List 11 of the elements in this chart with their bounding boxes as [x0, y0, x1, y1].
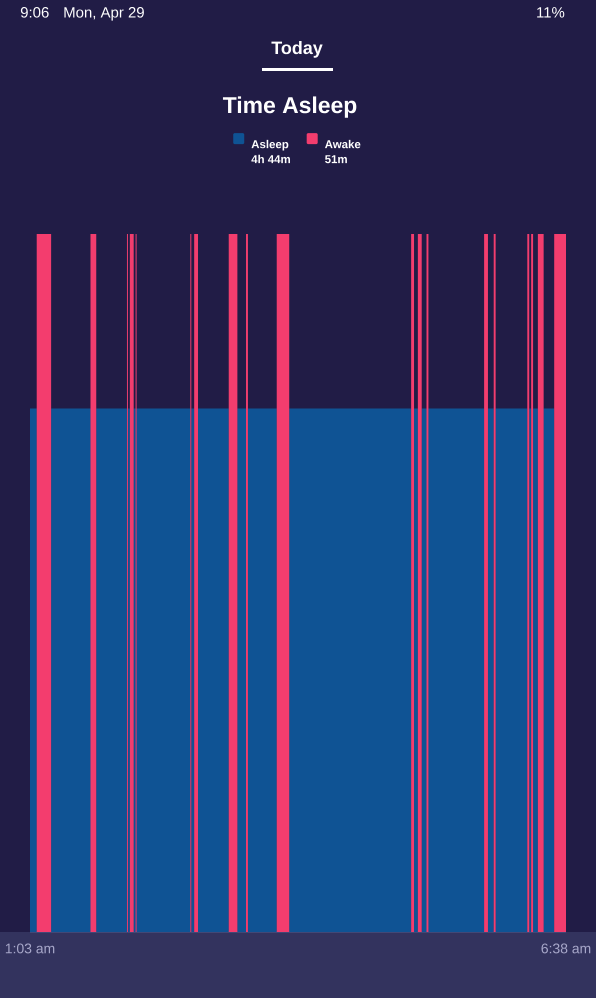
text: Mon, Apr 29	[64, 7, 144, 21]
x-tick-label: 1:03 am	[6, 944, 54, 954]
text: 11%	[537, 7, 564, 18]
text: Today	[271, 40, 323, 58]
chart-title: Time Asleep	[222, 96, 356, 118]
legend-label: Awake	[324, 140, 360, 148]
x-tick-label: 6:38 am	[542, 944, 590, 954]
text: 9:06	[20, 7, 49, 18]
text: 4h 44m	[251, 154, 290, 164]
legend-label: Asleep	[252, 140, 288, 151]
text: 51m	[325, 155, 347, 164]
